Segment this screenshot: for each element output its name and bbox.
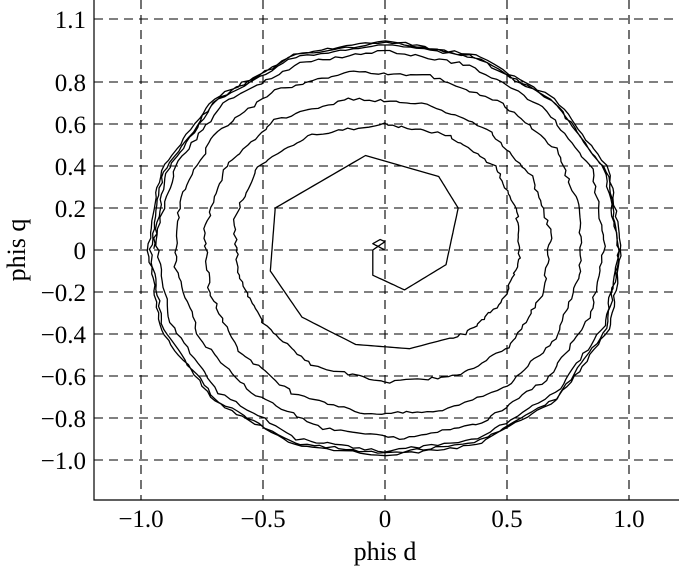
plot-frame xyxy=(93,0,679,501)
x-tick-label: 1.0 xyxy=(613,506,644,533)
x-tick-label: 0 xyxy=(379,506,392,533)
y-tick-labels: 1.1 0.8 0.6 0.4 0.2 0 −0.2 −0.4 −0.6 −0.8 −1.0 xyxy=(41,7,87,475)
y-tick-label: −0.2 xyxy=(41,280,86,307)
y-tick-label: 0.6 xyxy=(55,112,86,139)
y-axis-label: phis q xyxy=(2,219,31,282)
flux-trajectory-line xyxy=(146,40,622,457)
x-tick-label: −0.5 xyxy=(240,506,285,533)
grid-layer xyxy=(94,0,679,500)
y-tick-label: 0.8 xyxy=(55,70,86,97)
y-tick-label: −0.4 xyxy=(41,322,87,349)
y-tick-label: 0 xyxy=(74,238,87,265)
x-tick-label: −1.0 xyxy=(118,506,163,533)
x-tick-labels: −1.0 −0.5 0 0.5 1.0 xyxy=(118,506,644,533)
y-tick-label: 0.2 xyxy=(55,196,86,223)
y-tick-label: 1.1 xyxy=(55,7,86,34)
x-tick-label: 0.5 xyxy=(491,506,522,533)
x-axis-label: phis d xyxy=(354,537,417,566)
trajectory-layer xyxy=(146,40,622,457)
y-tick-label: −0.6 xyxy=(41,364,86,391)
y-tick-label: −0.8 xyxy=(41,406,86,433)
y-tick-label: −1.0 xyxy=(41,448,86,475)
y-tick-label: 0.4 xyxy=(55,154,87,181)
